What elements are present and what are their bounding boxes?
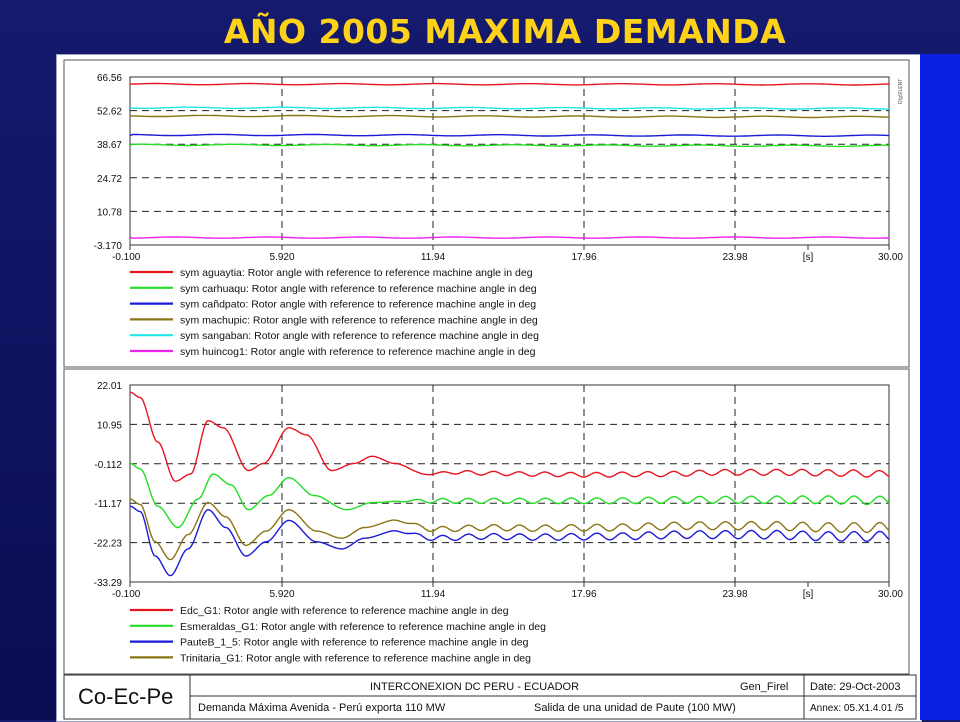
series-line-3 xyxy=(130,114,889,119)
x-tick-label: [s] xyxy=(803,252,814,263)
x-tick-label: 5.920 xyxy=(269,589,294,600)
x-tick-label: -0.100 xyxy=(112,589,141,600)
legend-label: Esmeraldas_G1: Rotor angle with referenc… xyxy=(180,621,546,633)
x-tick-label: [s] xyxy=(803,589,814,600)
y-tick-label: -11.17 xyxy=(94,499,122,510)
y-tick-label: 22.01 xyxy=(97,381,122,392)
x-tick-label: -0.100 xyxy=(112,252,141,263)
y-tick-label: 10.78 xyxy=(97,207,122,218)
y-tick-label: 24.72 xyxy=(97,174,122,185)
footer-event: Salida de una unidad de Paute (100 MW) xyxy=(534,702,736,714)
plot-area-0 xyxy=(129,76,890,246)
series-line-1 xyxy=(129,462,890,529)
footer-study-title: INTERCONEXION DC PERU - ECUADOR xyxy=(370,681,579,693)
x-tick-label: 30.00 xyxy=(878,252,903,263)
y-tick-label: 10.95 xyxy=(97,420,122,431)
legend-label: sym machupic: Rotor angle with reference… xyxy=(180,314,538,326)
footer-annex: Annex: 05.X1.4.01 /5 xyxy=(810,703,904,714)
y-tick-label: 66.56 xyxy=(97,73,122,84)
slide-title: AÑO 2005 MAXIMA DEMANDA xyxy=(223,12,787,51)
legend-label: PauteB_1_5: Rotor angle with reference t… xyxy=(180,637,529,649)
upper-chart-frame xyxy=(63,59,910,368)
y-tick-label: -33.29 xyxy=(94,578,123,589)
x-tick-label: 23.98 xyxy=(722,252,747,263)
y-tick-label: 38.67 xyxy=(97,140,122,151)
lower-chart-frame xyxy=(63,368,910,675)
y-tick-label: 52.62 xyxy=(97,107,122,118)
lower-chart: 22.01 10.95 -0.112 -11.17 -22.23 -33.29-0.100… xyxy=(94,381,904,664)
x-tick-label: 17.96 xyxy=(571,252,596,263)
series-line-4 xyxy=(130,106,889,110)
series-line-5 xyxy=(130,236,889,239)
legend-label: Edc_G1: Rotor angle with reference to re… xyxy=(180,605,509,617)
legend-label: sym huincog1: Rotor angle with reference… xyxy=(180,346,536,358)
legend-label: sym carhuaqu: Rotor angle with reference… xyxy=(180,283,537,295)
x-tick-label: 11.94 xyxy=(421,589,446,600)
x-tick-label: 30.00 xyxy=(878,589,903,600)
x-tick-label: 23.98 xyxy=(722,589,747,600)
footer-date: Date: 29-Oct-2003 xyxy=(810,681,901,693)
blue-side-bar xyxy=(920,54,960,720)
x-tick-label: 17.96 xyxy=(571,589,596,600)
series-line-0 xyxy=(129,391,890,482)
legend-label: sym cañdpato: Rotor angle with reference… xyxy=(180,299,536,311)
y-tick-label: -3.170 xyxy=(94,241,123,252)
legend-label: Trinitaria_G1: Rotor angle with referenc… xyxy=(180,652,531,664)
footer-case-code: Gen_Firel xyxy=(740,681,788,693)
title-block-frame xyxy=(63,674,917,720)
y-tick-label: -22.23 xyxy=(94,539,123,550)
upper-chart: 66.56 52.62 38.67 24.72 10.78 -3.170-0.100 5.9… xyxy=(94,73,904,358)
plot-area-1 xyxy=(129,384,890,583)
y-tick-label: -0.112 xyxy=(94,460,122,471)
title-block: Co-Ec-Pe INTERCONEXION DC PERU - ECUADOR… xyxy=(63,674,917,720)
x-tick-label: 11.94 xyxy=(421,252,446,263)
watermark-logo: DIgSILENT xyxy=(898,79,904,104)
series-line-2 xyxy=(130,133,890,137)
footer-logo: Co-Ec-Pe xyxy=(78,684,173,709)
series-line-3 xyxy=(129,498,890,561)
legend-label: sym sangaban: Rotor angle with reference… xyxy=(180,330,539,342)
legend-label: sym aguaytia: Rotor angle with reference… xyxy=(180,267,533,279)
series-line-0 xyxy=(130,82,889,86)
series-line-2 xyxy=(129,505,890,577)
footer-description: Demanda Máxima Avenida - Perú exporta 11… xyxy=(198,702,446,714)
series-line-1 xyxy=(130,143,889,148)
x-tick-label: 5.920 xyxy=(269,252,294,263)
